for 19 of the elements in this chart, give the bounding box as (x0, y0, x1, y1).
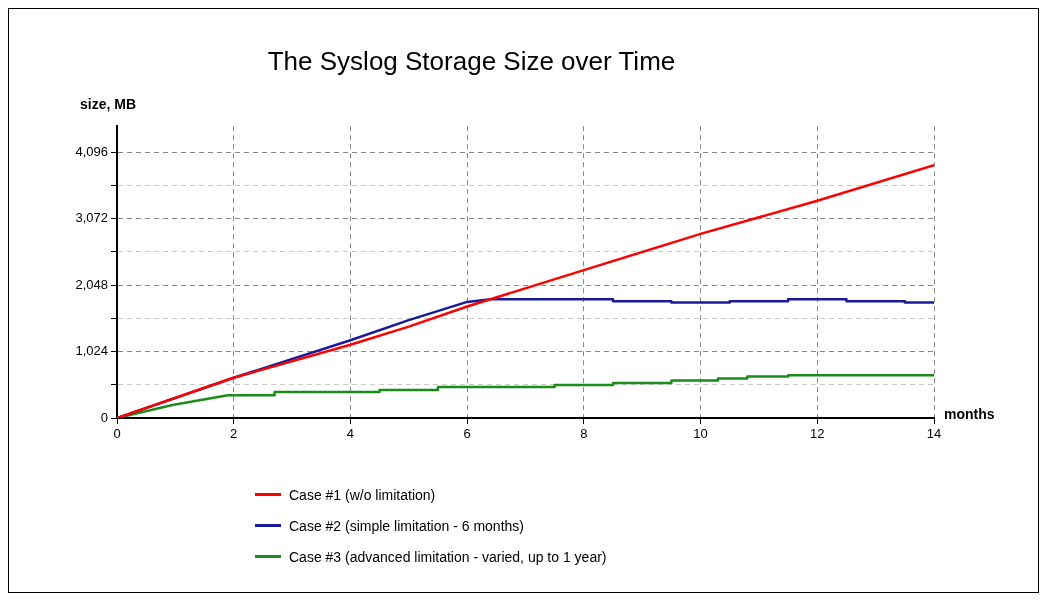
y-tick-label: 0 (100, 409, 108, 425)
x-tick-label: 4 (346, 426, 355, 442)
legend-label: Case #1 (w/o limitation) (289, 486, 436, 503)
x-tick-label: 14 (926, 426, 942, 442)
chart-title: The Syslog Storage Size over Time (267, 45, 676, 76)
x-tick-label: 8 (580, 426, 588, 442)
x-tick-label: 10 (693, 426, 708, 442)
x-tick-label: 12 (810, 426, 825, 442)
x-tick-label: 2 (230, 426, 238, 442)
x-tick-label: 0 (113, 426, 121, 442)
legend-label: Case #2 (simple limitation - 6 months) (289, 517, 524, 534)
y-tick-label: 2,048 (75, 276, 108, 292)
y-tick-label: 3,072 (75, 210, 108, 226)
y-tick-label: 1,024 (75, 343, 108, 359)
x-axis-title: months (944, 405, 995, 422)
legend-label: Case #3 (advanced limitation - varied, up to 1 year) (289, 548, 607, 565)
y-axis-title: size, MB (80, 96, 137, 113)
x-tick-label: 6 (463, 426, 471, 442)
y-tick-label: 4,096 (75, 143, 108, 159)
